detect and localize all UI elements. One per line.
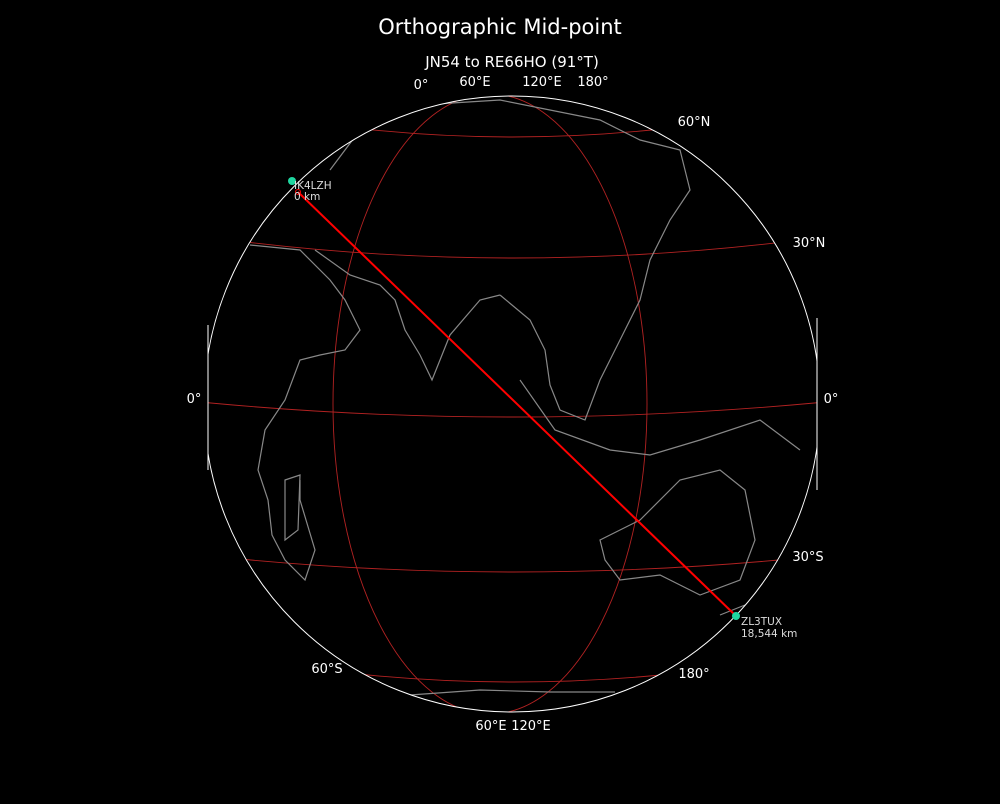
label-right-30n: 30°N bbox=[793, 236, 826, 251]
parallel-30n bbox=[229, 239, 801, 259]
globe-outline bbox=[208, 95, 817, 713]
parallel-60s bbox=[339, 671, 691, 683]
coast-madagascar bbox=[284, 474, 301, 542]
coast-nz bbox=[719, 604, 746, 616]
path-start-marker bbox=[295, 189, 301, 195]
label-bottom-60e: 60°E bbox=[475, 719, 506, 734]
coast-australia bbox=[599, 469, 756, 596]
label-top-180: 180° bbox=[577, 75, 608, 90]
coast-indonesia bbox=[519, 379, 801, 456]
graticule-labels: 0° 60°E 120°E 180° 60°E 120°E 0° 60°S 60… bbox=[187, 75, 839, 734]
station-marker bbox=[732, 612, 740, 620]
label-top-0: 0° bbox=[414, 78, 429, 93]
graticule bbox=[208, 96, 817, 712]
station-distance: 0 km bbox=[294, 191, 320, 203]
label-top-120e: 120°E bbox=[522, 75, 562, 90]
label-right-60n: 60°N bbox=[678, 115, 711, 130]
parallel-60n bbox=[354, 127, 671, 138]
label-left-60s: 60°S bbox=[311, 662, 342, 677]
station-call: IK4LZH bbox=[294, 180, 332, 192]
station-distance: 18,544 km bbox=[741, 628, 797, 640]
label-right-180: 180° bbox=[678, 667, 709, 682]
station-call: ZL3TUX bbox=[741, 616, 782, 628]
station-start[interactable]: IK4LZH 0 km bbox=[288, 177, 332, 203]
label-right-0: 0° bbox=[824, 392, 839, 407]
label-right-30s: 30°S bbox=[792, 550, 823, 565]
coastlines bbox=[249, 99, 801, 696]
label-top-60e: 60°E bbox=[459, 75, 490, 90]
coast-africa bbox=[249, 244, 361, 582]
great-circle-path bbox=[297, 191, 736, 616]
coast-arabia-india bbox=[314, 249, 501, 382]
station-marker bbox=[288, 177, 296, 185]
map-title: Orthographic Mid-point bbox=[378, 15, 622, 39]
station-end[interactable]: ZL3TUX 18,544 km bbox=[732, 612, 797, 640]
label-bottom-120e: 120°E bbox=[511, 719, 551, 734]
coast-asia bbox=[329, 99, 691, 421]
map-subtitle: JN54 to RE66HO (91°T) bbox=[424, 53, 599, 71]
parallel-30s bbox=[229, 557, 801, 573]
label-left-0: 0° bbox=[187, 392, 202, 407]
coast-antarctica bbox=[409, 689, 615, 696]
parallel-0 bbox=[208, 401, 817, 418]
meridian bbox=[332, 96, 648, 712]
